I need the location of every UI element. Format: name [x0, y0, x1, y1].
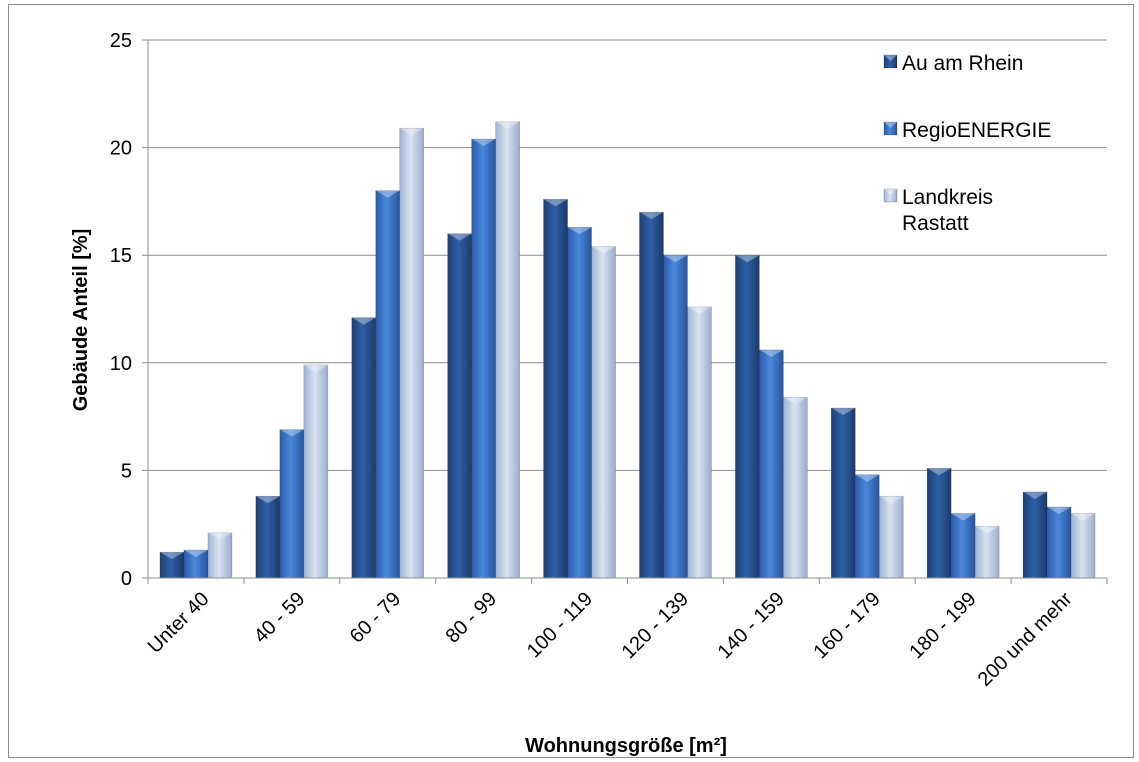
bar: [159, 551, 185, 579]
bar: [926, 467, 952, 579]
bar: [471, 138, 496, 579]
bar: [303, 364, 329, 579]
x-tick-label: 160 - 179: [809, 588, 884, 663]
bar: [183, 549, 209, 579]
y-tick-label: 20: [110, 138, 132, 160]
bar: [783, 396, 808, 579]
bar: [1022, 491, 1048, 579]
x-tick-label: 60 - 79: [346, 588, 406, 648]
x-tick-label: Unter 40: [144, 588, 214, 658]
legend-swatch: [883, 121, 898, 136]
legend-label: Landkreis: [902, 186, 993, 209]
legend-entry: Au am Rhein: [883, 52, 1023, 75]
bar: [567, 226, 592, 579]
bar: [279, 429, 305, 579]
x-tick-label: 40 - 59: [250, 588, 310, 648]
bar: [351, 317, 377, 579]
bar: [878, 495, 904, 579]
legend-label: RegioENERGIE: [902, 119, 1051, 142]
bar: [1070, 513, 1096, 579]
x-tick-labels: Unter 40 40 - 59 60 - 79 80 - 99 100 - 119 12…: [144, 588, 1077, 691]
y-tick-label: 5: [121, 460, 132, 482]
axes: [147, 40, 1108, 584]
bar: [375, 190, 401, 579]
x-tick-label: 80 - 99: [442, 588, 502, 648]
legend-entry: RegioENERGIE: [883, 119, 1051, 142]
legend-swatch: [883, 188, 898, 203]
x-axis-title: Wohnungsgröße [m²]: [525, 735, 727, 757]
legend-entry: Landkreis Rastatt: [883, 186, 993, 235]
y-tick-label: 10: [110, 353, 132, 375]
y-tick-label: 15: [110, 245, 132, 267]
bar: [854, 474, 880, 579]
bar: [663, 254, 688, 579]
bar: [207, 532, 233, 579]
x-tick-label: 180 - 199: [905, 588, 980, 663]
y-axis-title: Gebäude Anteil [%]: [70, 229, 92, 412]
bar: [1046, 506, 1072, 579]
bar: [759, 349, 784, 579]
bar: [447, 233, 472, 579]
x-tick-label: 200 und mehr: [974, 588, 1077, 691]
legend-swatch: [883, 54, 898, 69]
bar: [639, 211, 664, 579]
bar: [255, 495, 281, 579]
legend-label: Rastatt: [902, 212, 969, 235]
y-tick-label: 25: [110, 30, 132, 52]
bar: [974, 526, 1000, 579]
bar: [399, 127, 425, 579]
legend-label: Au am Rhein: [902, 52, 1023, 75]
x-tick-label: 140 - 159: [714, 588, 789, 663]
y-tick-label: 0: [121, 568, 132, 590]
legend: Au am Rhein RegioENERGIE Landkreis Rastatt: [883, 52, 1051, 235]
bars: [159, 121, 1096, 579]
x-tick-label: 120 - 139: [618, 588, 693, 663]
y-tick-labels: 0 5 10 15 20 25: [110, 30, 132, 590]
bar: [591, 246, 616, 579]
x-tick-label: 100 - 119: [523, 588, 597, 662]
bar: [495, 121, 520, 579]
bar: [687, 306, 712, 579]
bar: [950, 513, 976, 579]
bar: [543, 198, 568, 579]
bar: [830, 407, 856, 579]
bar: [735, 254, 760, 579]
